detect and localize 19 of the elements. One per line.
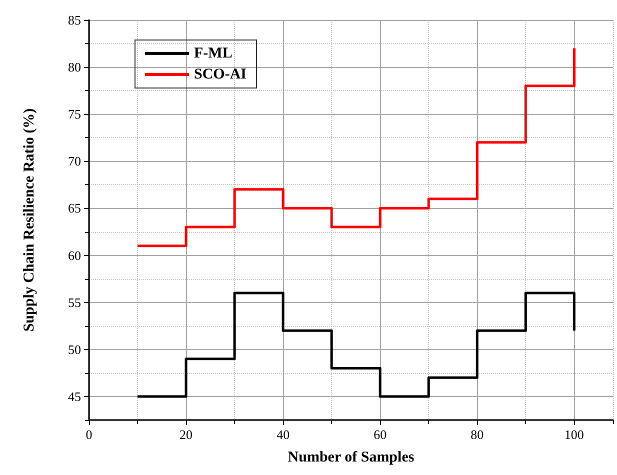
x-tick-label: 100 xyxy=(564,427,584,442)
y-tick-label: 45 xyxy=(68,388,81,404)
y-tick-label: 60 xyxy=(68,248,81,263)
x-axis-title: Number of Samples xyxy=(288,450,414,466)
y-axis-title: Supply Chain Resilience Ratio (%) xyxy=(22,108,38,332)
x-tick-label: 60 xyxy=(374,427,387,442)
y-tick-label: 50 xyxy=(68,342,81,357)
y-tick-label: 85 xyxy=(68,12,81,28)
y-tick-label: 80 xyxy=(68,60,81,75)
y-tick-label: 70 xyxy=(68,154,81,169)
legend-label: SCO-AI xyxy=(194,66,247,82)
x-tick-label: 20 xyxy=(180,427,193,442)
x-tick-label: 0 xyxy=(86,427,92,442)
y-tick-label: 65 xyxy=(68,200,81,216)
x-tick-label: 80 xyxy=(470,427,484,442)
x-tick-label: 40 xyxy=(276,427,290,442)
y-tick-label: 75 xyxy=(68,106,81,122)
legend-label: F-ML xyxy=(194,46,232,62)
y-tick-label: 55 xyxy=(68,294,81,310)
